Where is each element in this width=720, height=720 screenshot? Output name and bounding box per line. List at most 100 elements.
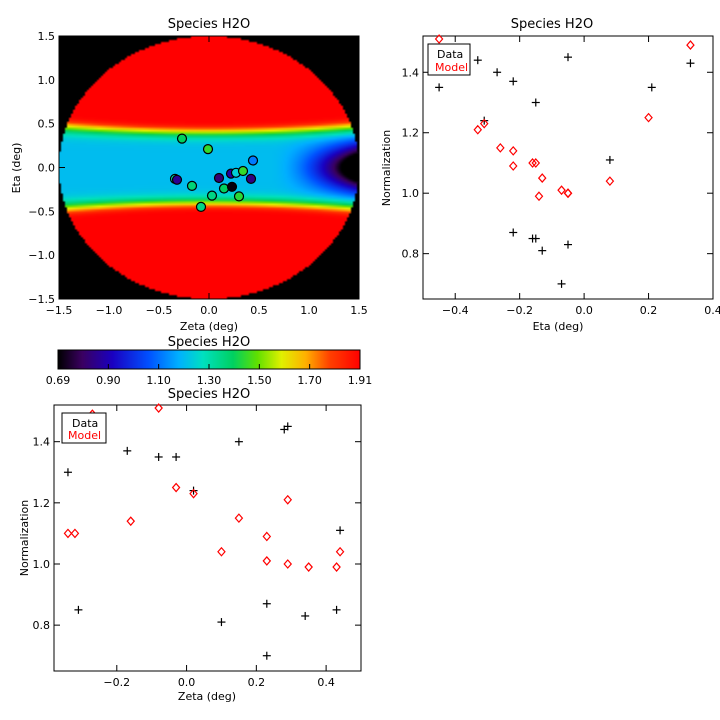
scatter-eta-marks bbox=[434, 34, 695, 288]
x-tick-label: −0.2 bbox=[506, 304, 533, 317]
scatter-eta-legend: Data Model bbox=[427, 43, 471, 76]
model-point bbox=[262, 556, 272, 566]
data-point bbox=[557, 279, 566, 288]
x-tick-label: 0.0 bbox=[575, 304, 593, 317]
y-tick-label: 1.5 bbox=[38, 30, 56, 43]
scatter-zeta-ylabel: Normalization bbox=[18, 500, 31, 576]
model-point bbox=[154, 403, 163, 413]
y-tick-label: 0.8 bbox=[33, 619, 51, 632]
model-point bbox=[537, 173, 547, 183]
data-point bbox=[531, 234, 540, 243]
x-tick-label: 0.2 bbox=[248, 676, 266, 689]
data-point bbox=[509, 228, 518, 237]
data-point bbox=[435, 83, 444, 92]
data-point bbox=[63, 468, 72, 477]
legend-data-label: Data bbox=[72, 417, 98, 430]
heatmap-point bbox=[206, 190, 218, 201]
model-point bbox=[557, 185, 566, 196]
y-tick-label: 1.0 bbox=[38, 74, 56, 87]
heatmap-point bbox=[247, 155, 259, 166]
y-tick-label: 1.4 bbox=[402, 66, 420, 79]
model-point bbox=[189, 488, 198, 499]
legend-box bbox=[61, 412, 107, 444]
scatter-eta-frame bbox=[422, 35, 714, 300]
data-point bbox=[538, 246, 547, 255]
data-point bbox=[493, 68, 502, 77]
scatter-zeta-xlabel: Zeta (deg) bbox=[178, 690, 236, 703]
heatmap-x-ticks: −1.5 −1.0 −0.5 0.0 0.5 1.0 1.5 bbox=[46, 36, 368, 317]
heatmap-frame bbox=[58, 35, 360, 300]
heatmap-point bbox=[171, 174, 183, 185]
data-point bbox=[480, 116, 489, 125]
heatmap-point bbox=[186, 180, 198, 191]
y-tick-label: 1.2 bbox=[402, 127, 420, 140]
x-tick-label: −1.5 bbox=[46, 304, 73, 317]
model-point bbox=[644, 112, 653, 123]
model-point bbox=[528, 158, 537, 168]
data-point bbox=[473, 56, 482, 65]
model-point bbox=[283, 494, 293, 505]
model-point bbox=[70, 528, 80, 539]
data-point bbox=[234, 437, 243, 446]
model-point bbox=[335, 546, 345, 557]
data-point bbox=[217, 618, 226, 627]
colorbar-tick-label: 0.69 bbox=[46, 374, 71, 387]
model-point bbox=[531, 158, 541, 168]
model-point bbox=[171, 482, 181, 493]
model-point bbox=[304, 562, 313, 572]
legend-data-label: Data bbox=[437, 48, 463, 61]
data-point bbox=[686, 59, 695, 68]
y-tick-label: −1.5 bbox=[28, 293, 55, 306]
model-point bbox=[473, 124, 483, 135]
x-tick-label: −0.5 bbox=[146, 304, 173, 317]
scatter-zeta-y-ticks: 0.8 1.0 1.2 1.4 bbox=[33, 436, 361, 632]
x-tick-label: −0.2 bbox=[103, 676, 130, 689]
y-tick-label: 0.5 bbox=[38, 118, 56, 131]
model-point bbox=[508, 145, 518, 156]
data-point bbox=[189, 486, 198, 495]
data-point bbox=[262, 599, 271, 608]
colorbar-tick-label: 1.10 bbox=[146, 374, 171, 387]
scatter-zeta-frame bbox=[53, 404, 362, 672]
colorbar-title: Species H2O bbox=[168, 335, 250, 350]
y-tick-label: 1.4 bbox=[33, 436, 51, 449]
colorbar-ticks: 0.69 0.90 1.10 1.30 1.50 1.70 1.91 bbox=[46, 364, 373, 387]
heatmap-panel: Species H2O −1.5 −1.0 −0.5 0.0 0.5 1.0 1.5 −1.… bbox=[10, 17, 368, 333]
model-point bbox=[479, 118, 489, 129]
scatter-zeta-x-ticks: −0.2 0.0 0.2 0.4 bbox=[103, 405, 335, 689]
heatmap-points bbox=[169, 133, 259, 212]
y-tick-label: 1.2 bbox=[33, 497, 51, 510]
colorbar-tick-label: 0.90 bbox=[96, 374, 121, 387]
data-point bbox=[301, 611, 310, 620]
data-point bbox=[509, 77, 518, 86]
y-tick-label: −1.0 bbox=[28, 249, 55, 262]
scatter-eta-xlabel: Eta (deg) bbox=[533, 320, 584, 333]
heatmap-xlabel: Zeta (deg) bbox=[180, 320, 238, 333]
heatmap-y-ticks: −1.5 −1.0 −0.5 0.0 0.5 1.0 1.5 bbox=[28, 30, 359, 306]
colorbar-tick-label: 1.50 bbox=[247, 374, 272, 387]
model-point bbox=[605, 176, 615, 187]
x-tick-label: 0.5 bbox=[250, 304, 268, 317]
model-point bbox=[332, 562, 341, 572]
scatter-eta-ylabel: Normalization bbox=[380, 130, 393, 206]
model-point bbox=[63, 528, 73, 539]
data-point bbox=[262, 651, 271, 660]
colorbar-tick-label: 1.91 bbox=[348, 374, 373, 387]
model-point bbox=[686, 40, 695, 50]
x-tick-label: 0.4 bbox=[317, 676, 335, 689]
x-tick-label: −1.0 bbox=[96, 304, 123, 317]
model-point bbox=[126, 516, 136, 527]
legend-box bbox=[427, 43, 471, 76]
scatter-zeta-legend: Data Model bbox=[61, 412, 107, 444]
data-point bbox=[74, 605, 83, 614]
x-tick-label: 0.4 bbox=[704, 304, 720, 317]
x-tick-label: 1.0 bbox=[300, 304, 318, 317]
heatmap-ylabel: Eta (deg) bbox=[10, 143, 23, 194]
model-point bbox=[262, 531, 272, 542]
data-point bbox=[531, 98, 540, 107]
model-point bbox=[283, 559, 293, 569]
heatmap-point bbox=[245, 173, 257, 184]
data-point bbox=[605, 155, 614, 164]
data-point bbox=[283, 422, 292, 431]
